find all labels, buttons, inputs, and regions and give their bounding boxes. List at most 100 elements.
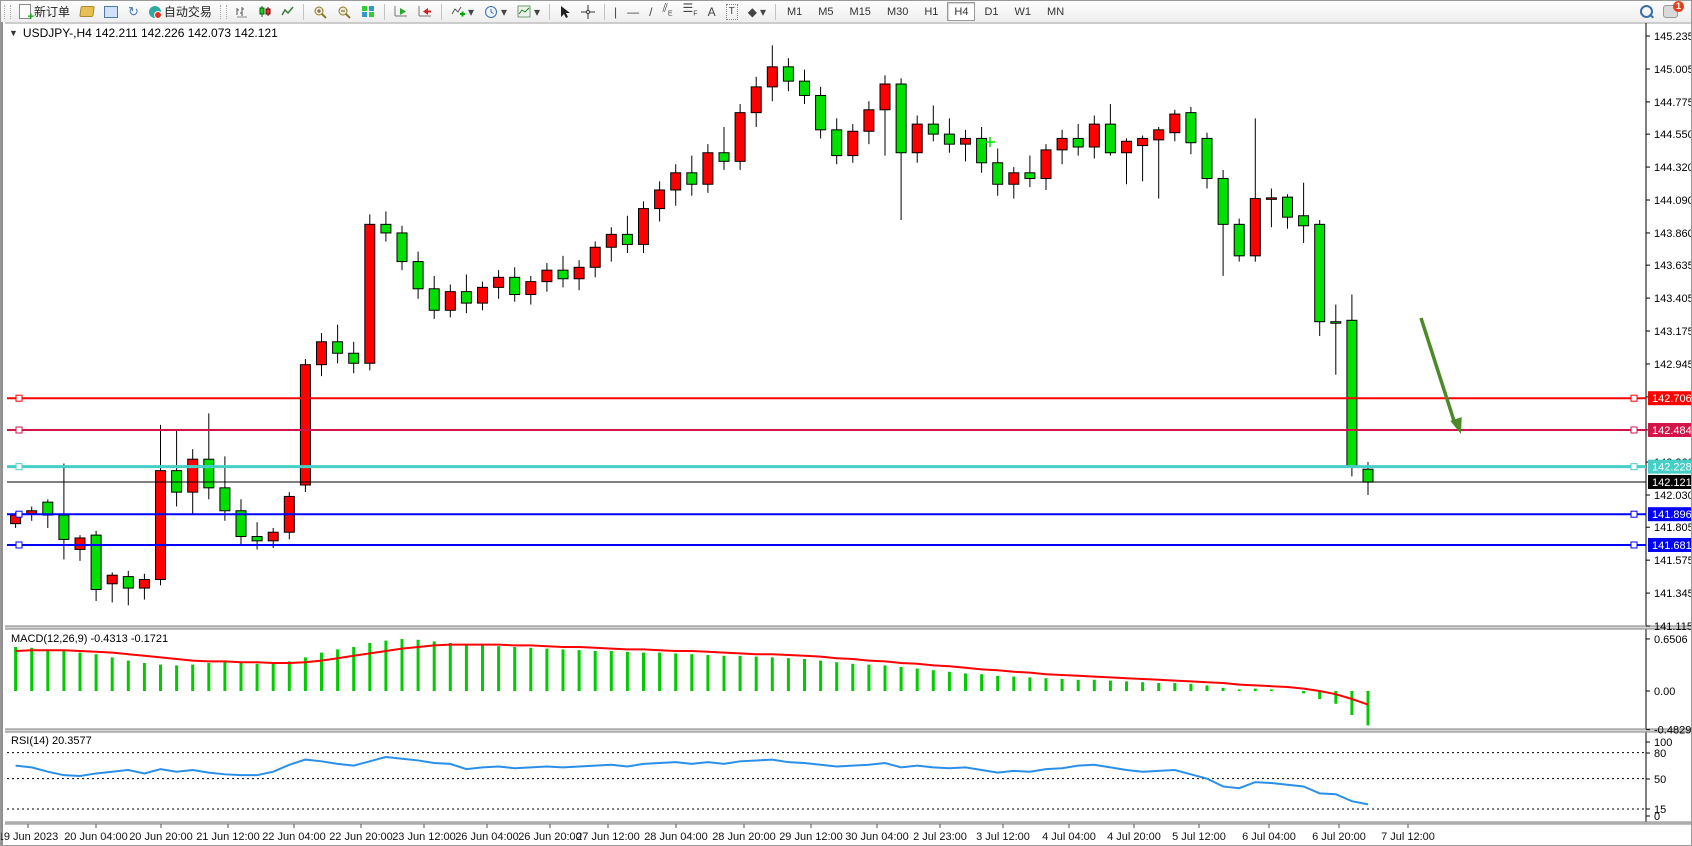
dropdown-arrow-icon: ▾	[534, 4, 541, 19]
time-axis-label: 28 Jun 04:00	[644, 831, 708, 843]
horizontal-line-icon: —	[627, 4, 640, 19]
candle-body	[1282, 196, 1293, 218]
candlestick-chart-button[interactable]	[253, 1, 276, 22]
toolbar-grip[interactable]	[4, 4, 11, 19]
templates-button[interactable]: ▾	[512, 1, 545, 22]
timeframe-button-h4[interactable]: H4	[947, 2, 976, 21]
line-handle[interactable]	[1630, 426, 1638, 434]
chart-canvas[interactable]: 145.235 145.005 144.775 144.550 144.320 144.0…	[3, 22, 1692, 846]
macd-axis-label: 0.00	[1654, 686, 1675, 698]
arrows-button[interactable]: ◆ ▾	[743, 1, 771, 22]
candle-body	[396, 232, 408, 263]
price-tick-label: 143.635	[1654, 260, 1692, 272]
line-handle[interactable]	[1630, 463, 1638, 471]
new-order-button[interactable]: + 新订单	[14, 1, 75, 23]
candle-body	[187, 458, 199, 493]
toolbar-grip[interactable]	[219, 4, 227, 19]
fibonacci-button[interactable]: ☰F	[678, 1, 703, 22]
depth-of-market-button[interactable]	[75, 1, 99, 22]
periods-button[interactable]: ▾	[479, 1, 512, 22]
arrow-annotation[interactable]	[1419, 317, 1457, 425]
candle-body	[1104, 123, 1116, 154]
terminal-button[interactable]	[99, 1, 123, 22]
timeframe-button-m30[interactable]: M30	[886, 5, 909, 18]
timeframe-button-h1[interactable]: H1	[924, 5, 939, 18]
line-handle[interactable]	[15, 463, 23, 471]
equidistant-channel-button[interactable]: ⫽E	[658, 1, 678, 22]
depth-of-market-icon	[79, 6, 95, 17]
line-handle[interactable]	[15, 510, 23, 518]
timeframe-button-mn[interactable]: MN	[1047, 5, 1065, 18]
chart-window: ▼ USDJPY-,H4 142.211 142.226 142.073 142…	[1, 22, 1692, 846]
cursor-button[interactable]	[554, 1, 576, 22]
tile-windows-button[interactable]	[356, 1, 380, 22]
line-handle[interactable]	[15, 426, 23, 434]
text-label-button[interactable]: T	[721, 1, 743, 22]
timeframe-button-m1[interactable]: M1	[786, 5, 803, 18]
time-axis-label: 30 Jun 04:00	[845, 831, 909, 843]
candle-body	[332, 341, 344, 354]
price-tick-label: 141.345	[1654, 588, 1692, 600]
macd-indicator-label: MACD(12,26,9) -0.4313 -0.1721	[11, 633, 168, 645]
candle-body	[1217, 178, 1229, 225]
candle-body	[1008, 172, 1020, 185]
time-axis-label: 23 Jun 12:00	[392, 831, 456, 843]
rsi-axis-label: 50	[1654, 774, 1666, 786]
cross-marker-icon[interactable]	[985, 137, 995, 147]
price-tag-label: 142.228	[1652, 462, 1692, 474]
price-tag	[1648, 507, 1691, 522]
collapse-arrow-icon[interactable]: ▼	[9, 28, 18, 38]
candle-body	[90, 534, 102, 591]
price-tick-label: 143.175	[1654, 326, 1692, 338]
candle-body	[911, 123, 923, 154]
zoom-out-button[interactable]	[332, 1, 356, 22]
time-axis[interactable]: 19 Jun 2023 20 Jun 04:00 20 Jun 20:00 21 Ju…	[1, 825, 1691, 845]
line-handle[interactable]	[1630, 510, 1638, 518]
crosshair-icon	[581, 4, 596, 19]
candle-body	[138, 578, 150, 589]
candle-body	[1233, 223, 1245, 257]
search-button[interactable]	[1635, 1, 1658, 22]
strategy-tester-button[interactable]: ↻	[123, 1, 144, 22]
candle-body	[219, 487, 231, 512]
timeframe-button-w1[interactable]: W1	[1014, 5, 1032, 18]
candle-body	[1330, 321, 1342, 324]
candle-body	[267, 531, 279, 542]
notifications-button[interactable]: 1	[1658, 1, 1684, 22]
macd-axis-label: -0.4829	[1654, 725, 1691, 737]
timeframe-button-d1[interactable]: D1	[984, 5, 999, 18]
zoom-in-button[interactable]	[308, 1, 332, 22]
candle-body	[509, 276, 521, 296]
bar-chart-button[interactable]	[230, 1, 253, 22]
line-handle[interactable]	[1630, 394, 1638, 402]
auto-scroll-button[interactable]	[389, 1, 413, 22]
line-handle[interactable]	[15, 394, 23, 402]
candle-body	[428, 288, 440, 311]
chart-shift-button[interactable]	[413, 1, 437, 22]
line-handle[interactable]	[15, 541, 23, 549]
time-axis-label: 26 Jun 20:00	[518, 831, 582, 843]
horizontal-line-button[interactable]: —	[622, 1, 644, 22]
line-chart-icon	[281, 6, 294, 16]
crosshair-button[interactable]	[576, 1, 600, 22]
add-indicator-button[interactable]: ▾	[446, 1, 479, 22]
clock-icon	[484, 5, 497, 18]
vertical-line-button[interactable]: |	[609, 1, 622, 22]
autotrade-button[interactable]: 自动交易	[144, 1, 217, 22]
autotrade-icon	[148, 5, 162, 19]
timeframe-button-m15[interactable]: M15	[849, 5, 871, 18]
dropdown-arrow-icon: ▾	[759, 4, 766, 19]
replay-icon: ↻	[128, 4, 139, 19]
text-button[interactable]: A	[703, 1, 721, 22]
candle-body	[1169, 113, 1181, 134]
candle-body	[299, 364, 311, 486]
candle-body	[766, 66, 778, 88]
line-handle[interactable]	[1630, 541, 1638, 549]
trendline-button[interactable]: /	[644, 1, 657, 22]
candle-body	[638, 208, 649, 245]
line-chart-button[interactable]	[276, 1, 299, 22]
price-tag-label: 141.681	[1652, 540, 1692, 552]
price-tick-label: 145.005	[1654, 64, 1692, 76]
price-tag-label: 142.706	[1652, 393, 1692, 405]
timeframe-button-m5[interactable]: M5	[818, 5, 834, 18]
